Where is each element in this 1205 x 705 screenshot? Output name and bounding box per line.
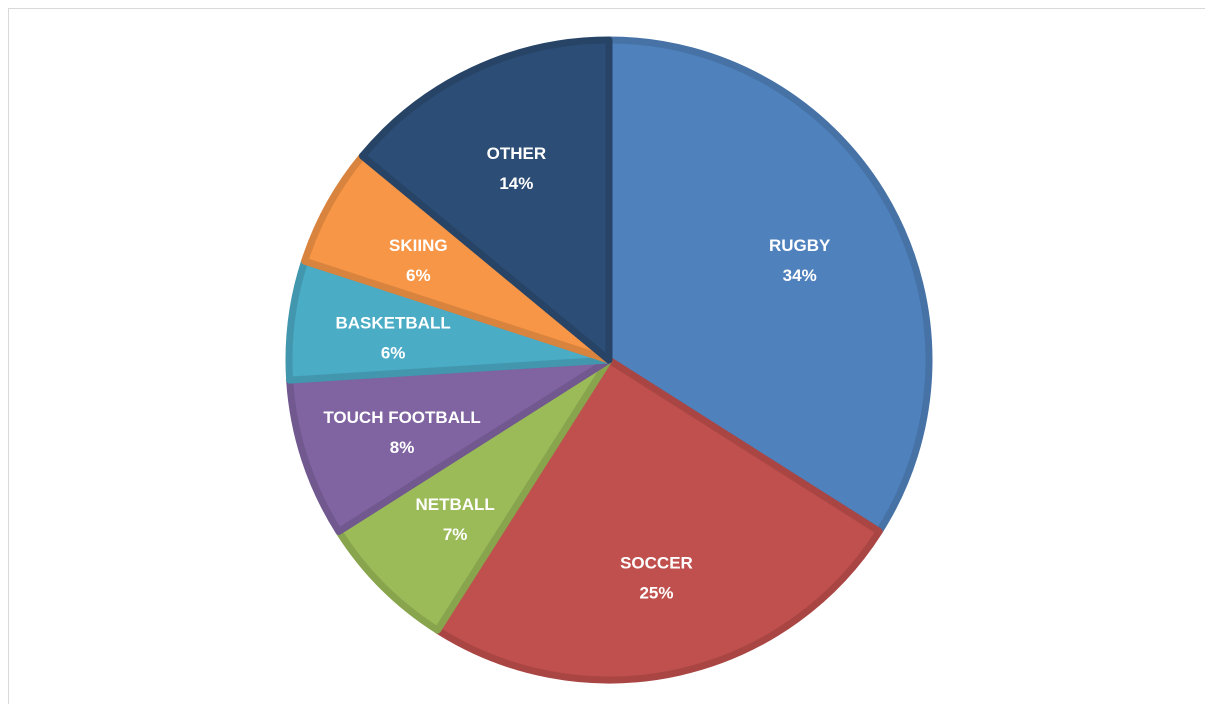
data-label-basketball: BASKETBALL 6% xyxy=(336,314,451,363)
data-label-name: SOCCER xyxy=(620,553,693,572)
data-label-percent: 34% xyxy=(783,266,817,285)
data-label-name: BASKETBALL xyxy=(336,314,451,333)
data-label-name: OTHER xyxy=(487,144,547,163)
data-label-name: SKIING xyxy=(389,236,448,255)
data-label-name: TOUCH FOOTBALL xyxy=(323,408,480,427)
pie-chart: RUGBY 34% SOCCER 25% NETBALL 7% TOUCH FOOTBALL… xyxy=(285,36,933,684)
slice-labels: RUGBY 34% SOCCER 25% NETBALL 7% TOUCH FOOTBALL… xyxy=(323,144,831,602)
data-label-netball: NETBALL 7% xyxy=(415,495,494,544)
data-label-percent: 6% xyxy=(381,344,406,363)
chart-area: RUGBY 34% SOCCER 25% NETBALL 7% TOUCH FOOTBALL… xyxy=(8,8,1205,704)
data-label-skiing: SKIING 6% xyxy=(389,236,448,285)
pie-slices xyxy=(285,36,933,684)
data-label-percent: 25% xyxy=(639,583,673,602)
slice-soccer xyxy=(434,356,883,684)
data-label-soccer: SOCCER 25% xyxy=(620,553,693,602)
data-label-rugby: RUGBY 34% xyxy=(769,236,831,285)
data-label-percent: 8% xyxy=(390,438,415,457)
data-label-percent: 14% xyxy=(499,174,533,193)
data-label-percent: 6% xyxy=(406,266,431,285)
slice-other xyxy=(358,36,613,364)
data-label-name: RUGBY xyxy=(769,236,831,255)
slice-netball xyxy=(335,356,613,634)
data-label-touch-football: TOUCH FOOTBALL 8% xyxy=(323,408,480,457)
data-label-other: OTHER 14% xyxy=(487,144,547,193)
slice-touch-football xyxy=(286,356,613,535)
data-label-percent: 7% xyxy=(443,525,468,544)
data-label-name: NETBALL xyxy=(415,495,494,514)
